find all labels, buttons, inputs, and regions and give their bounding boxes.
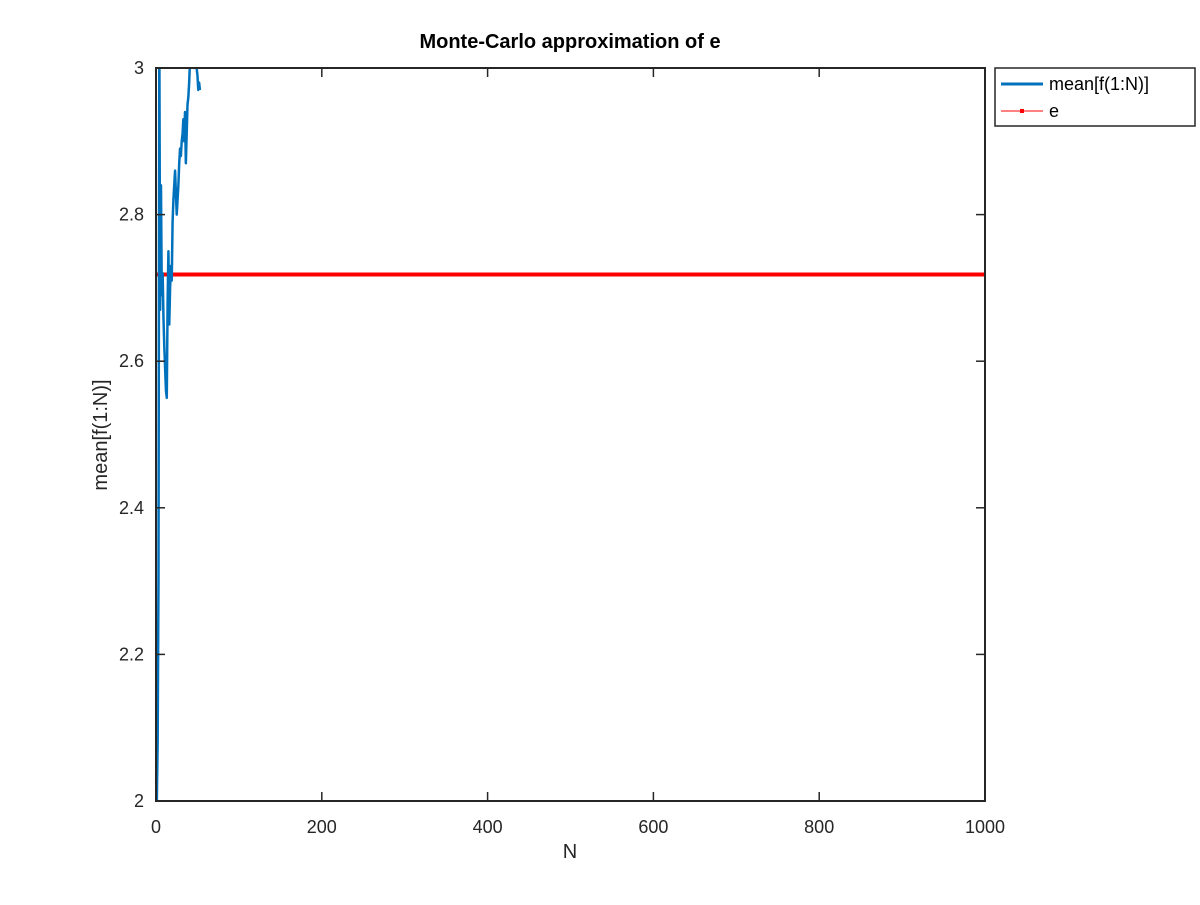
legend: mean[f(1:N)] e [994, 67, 1196, 127]
legend-box [994, 67, 1196, 127]
x-tick-label: 800 [804, 817, 834, 837]
y-tick-label: 3 [134, 58, 144, 78]
plot-frame [155, 67, 986, 802]
y-tick-label: 2.8 [119, 205, 144, 225]
x-tick-label: 0 [151, 817, 161, 837]
x-axis-label: N [563, 841, 577, 863]
tick-labels: 0 200 400 600 800 1000 2 2.2 2.4 2.6 2.8 3 [119, 58, 1005, 837]
legend-label-e: e [1049, 101, 1059, 121]
y-tick-label: 2 [134, 791, 144, 811]
x-tick-label: 600 [638, 817, 668, 837]
series-line-approximation [156, 68, 202, 801]
series-layer [156, 68, 985, 801]
legend-marker-e [1020, 109, 1024, 113]
y-tick-label: 2.6 [119, 351, 144, 371]
plot-area [156, 68, 985, 801]
legend-label-approximation: mean[f(1:N)] [1049, 74, 1149, 94]
y-tick-label: 2.4 [119, 498, 144, 518]
x-tick-label: 1000 [965, 817, 1005, 837]
x-tick-label: 400 [473, 817, 503, 837]
chart-title: Monte-Carlo approximation of e [419, 31, 720, 53]
y-tick-label: 2.2 [119, 644, 144, 664]
y-axis-label: mean[f(1:N)] [90, 379, 112, 490]
x-tick-label: 200 [307, 817, 337, 837]
